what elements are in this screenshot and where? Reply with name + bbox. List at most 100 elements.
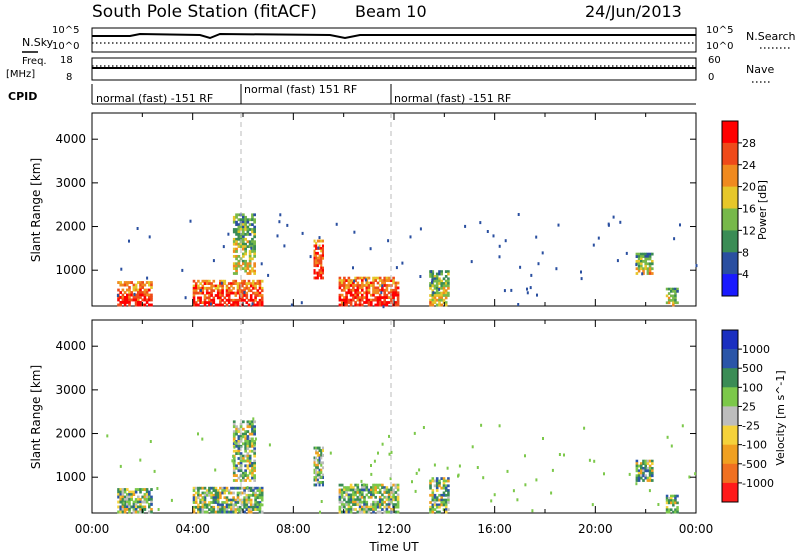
power-data-cell — [208, 303, 211, 307]
velocity-data-cell — [390, 495, 393, 499]
power-data-cell — [637, 267, 641, 271]
power-data-cell — [367, 303, 371, 307]
power-data-cell — [444, 303, 448, 307]
velocity-data-cell — [318, 471, 321, 475]
power-data-cell — [431, 294, 435, 297]
power-data-cell — [429, 303, 432, 307]
velocity-data-cell — [343, 486, 346, 489]
velocity-data-cell — [212, 486, 216, 490]
power-data-cell — [258, 301, 262, 304]
power-data-cell — [361, 279, 364, 282]
velocity-data-cell — [143, 495, 147, 499]
velocity-data-cell — [203, 503, 207, 507]
power-data-cell — [242, 259, 245, 263]
velocity-data-point — [253, 443, 256, 447]
power-data-cell — [252, 286, 255, 290]
power-data-cell — [447, 286, 450, 290]
power-data-cell — [246, 228, 250, 231]
power-data-cell — [256, 291, 260, 295]
power-data-cell — [252, 291, 255, 295]
velocity-data-cell — [338, 491, 342, 494]
velocity-data-cell — [123, 508, 127, 511]
power-data-cell — [245, 296, 249, 300]
power-data-point — [464, 224, 467, 228]
velocity-data-cell — [251, 466, 254, 470]
velocity-data-cell — [444, 505, 448, 509]
power-data-cell — [219, 301, 222, 304]
power-data-cell — [251, 242, 254, 246]
velocity-data-cell — [438, 479, 441, 483]
velocity-data-cell — [338, 493, 342, 497]
power-data-cell — [435, 286, 439, 290]
velocity-data-cell — [396, 510, 400, 514]
power-data-cell — [237, 245, 241, 248]
power-data-cell — [354, 288, 357, 292]
velocity-data-cell — [343, 491, 346, 494]
power-data-cell — [203, 294, 207, 297]
velocity-data-point — [237, 509, 240, 513]
velocity-data-cell — [370, 486, 373, 489]
power-data-cell — [387, 291, 391, 295]
power-data-cell — [253, 245, 256, 248]
power-data-cell — [435, 282, 439, 285]
power-data-cell — [674, 292, 677, 295]
power-data-point — [318, 236, 321, 240]
velocity-data-cell — [349, 483, 353, 487]
power-data-cell — [197, 286, 200, 290]
power-data-cell — [128, 301, 131, 304]
power-data-cell — [194, 282, 198, 285]
power-data-cell — [642, 252, 645, 256]
power-colorbar-tick-label: 8 — [742, 246, 749, 259]
velocity-data-cell — [637, 474, 641, 478]
power-data-cell — [637, 255, 641, 258]
velocity-data-cell — [244, 474, 247, 477]
power-data-cell — [440, 298, 443, 302]
power-data-cell — [376, 303, 380, 307]
power-data-cell — [349, 293, 353, 297]
power-data-cell — [313, 244, 316, 248]
velocity-data-cell — [203, 510, 207, 514]
velocity-data-cell — [243, 491, 246, 495]
velocity-data-cell — [253, 425, 256, 429]
power-data-cell — [232, 264, 236, 268]
velocity-data-point — [254, 437, 257, 441]
velocity-data-cell — [260, 503, 264, 507]
velocity-data-point — [476, 466, 479, 469]
power-data-cell — [260, 286, 264, 290]
power-data-cell — [363, 301, 366, 304]
power-data-cell — [251, 245, 254, 248]
velocity-data-cell — [363, 495, 366, 499]
power-data-cell — [139, 291, 142, 294]
power-data-cell — [244, 223, 247, 226]
power-data-cell — [143, 296, 147, 299]
velocity-data-cell — [139, 488, 142, 491]
power-data-cell — [143, 303, 147, 307]
velocity-data-cell — [635, 459, 639, 463]
power-data-cell — [440, 270, 443, 273]
velocity-data-point — [666, 435, 669, 439]
power-data-cell — [321, 276, 324, 280]
power-data-cell — [242, 247, 245, 251]
power-data-cell — [216, 284, 220, 288]
power-colorbar-tick-label: 20 — [742, 181, 756, 194]
power-data-cell — [197, 291, 200, 295]
power-data-cell — [241, 279, 244, 283]
power-data-point — [635, 263, 638, 267]
velocity-data-cell — [674, 510, 677, 514]
power-colorbar-bands — [722, 121, 738, 297]
power-data-cell — [145, 288, 149, 292]
power-data-cell — [646, 267, 650, 271]
power-data-cell — [235, 247, 238, 251]
power-data-cell — [358, 276, 362, 280]
velocity-data-cell — [440, 486, 443, 490]
velocity-data-cell — [244, 432, 247, 436]
velocity-data-cell — [141, 495, 144, 499]
power-data-cell — [139, 283, 142, 287]
power-data-cell — [236, 291, 240, 295]
velocity-data-cell — [199, 510, 202, 514]
power-data-cell — [313, 249, 316, 253]
velocity-data-cell — [128, 505, 131, 509]
velocity-data-cell — [223, 496, 227, 500]
velocity-data-cell — [210, 505, 213, 509]
